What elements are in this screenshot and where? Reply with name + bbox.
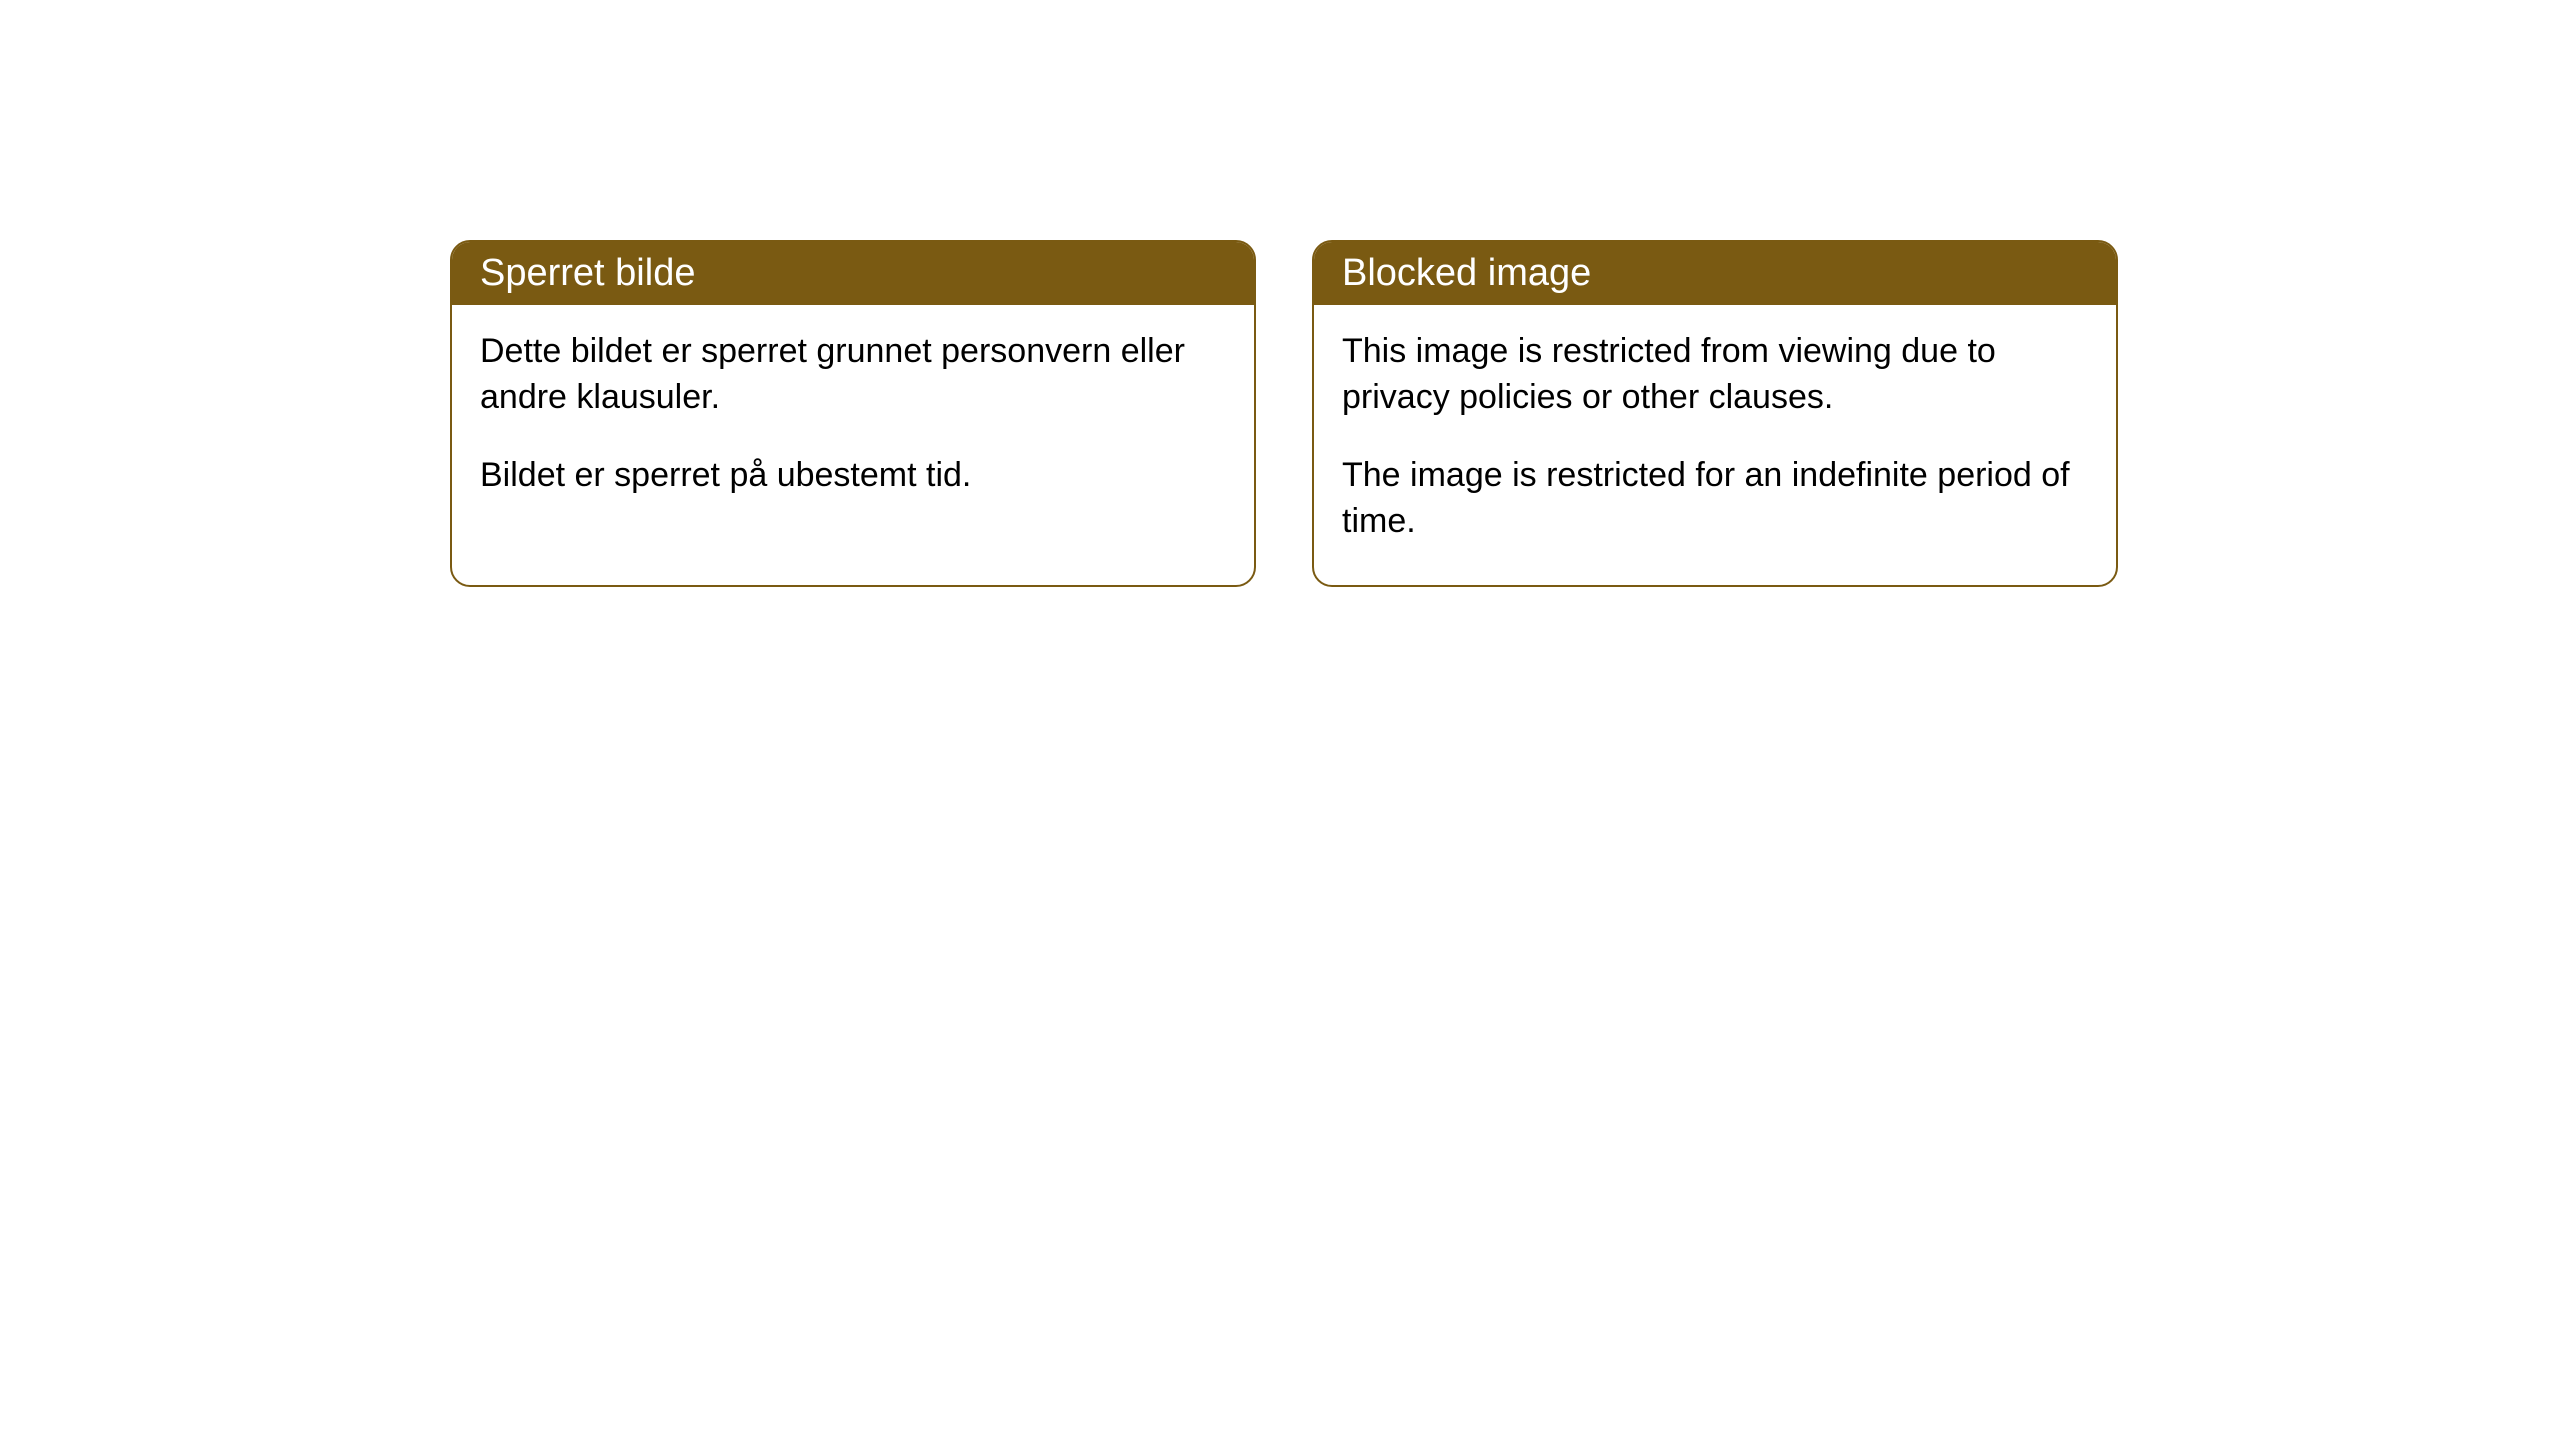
- notice-text-1: Dette bildet er sperret grunnet personve…: [480, 329, 1226, 421]
- notice-header: Sperret bilde: [452, 242, 1254, 305]
- notice-body: This image is restricted from viewing du…: [1314, 305, 2116, 585]
- notice-body: Dette bildet er sperret grunnet personve…: [452, 305, 1254, 539]
- notice-card-english: Blocked image This image is restricted f…: [1312, 240, 2118, 587]
- notice-container: Sperret bilde Dette bildet er sperret gr…: [450, 240, 2118, 587]
- notice-title: Sperret bilde: [480, 252, 695, 294]
- notice-header: Blocked image: [1314, 242, 2116, 305]
- notice-text-1: This image is restricted from viewing du…: [1342, 329, 2088, 421]
- notice-card-norwegian: Sperret bilde Dette bildet er sperret gr…: [450, 240, 1256, 587]
- notice-text-2: The image is restricted for an indefinit…: [1342, 453, 2088, 545]
- notice-title: Blocked image: [1342, 252, 1591, 294]
- notice-text-2: Bildet er sperret på ubestemt tid.: [480, 453, 1226, 499]
